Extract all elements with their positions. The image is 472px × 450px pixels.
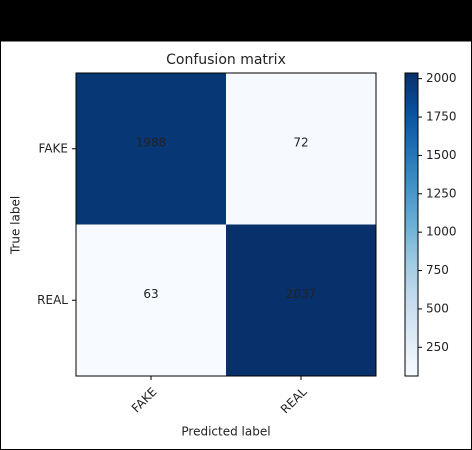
colorbar-tick-label: 750 bbox=[426, 263, 449, 277]
heatmap-cell bbox=[76, 73, 226, 225]
console-line: Confusion matrix, without normalization bbox=[7, 41, 371, 59]
cell-label: 1988 bbox=[136, 135, 167, 149]
x-axis-label: Predicted label bbox=[181, 425, 270, 439]
colorbar-tick-label: 2000 bbox=[426, 71, 457, 85]
cell-label: 72 bbox=[293, 135, 308, 149]
x-tick-label: FAKE bbox=[129, 385, 160, 416]
y-tick-label: FAKE bbox=[39, 141, 68, 155]
y-axis-label: True label bbox=[9, 196, 23, 255]
heatmap-cell bbox=[76, 224, 226, 376]
colorbar-tick-label: 1250 bbox=[426, 186, 457, 200]
chart-title: Confusion matrix bbox=[166, 52, 286, 68]
x-tick-label: REAL bbox=[278, 384, 310, 416]
colorbar-tick-label: 250 bbox=[426, 340, 449, 354]
cell-label: 2037 bbox=[286, 287, 317, 301]
cell-label: 63 bbox=[143, 287, 158, 301]
heatmap-cell bbox=[226, 73, 376, 225]
heatmap-cell bbox=[226, 224, 376, 376]
colorbar-tick-label: 500 bbox=[426, 301, 449, 315]
plot-frame bbox=[75, 72, 377, 377]
colorbar-tick-label: 1750 bbox=[426, 110, 457, 124]
colorbar-tick-label: 1500 bbox=[426, 148, 457, 162]
colorbar bbox=[404, 72, 419, 377]
y-tick-label: REAL bbox=[37, 293, 68, 307]
colorbar-tick-label: 1000 bbox=[426, 225, 457, 239]
